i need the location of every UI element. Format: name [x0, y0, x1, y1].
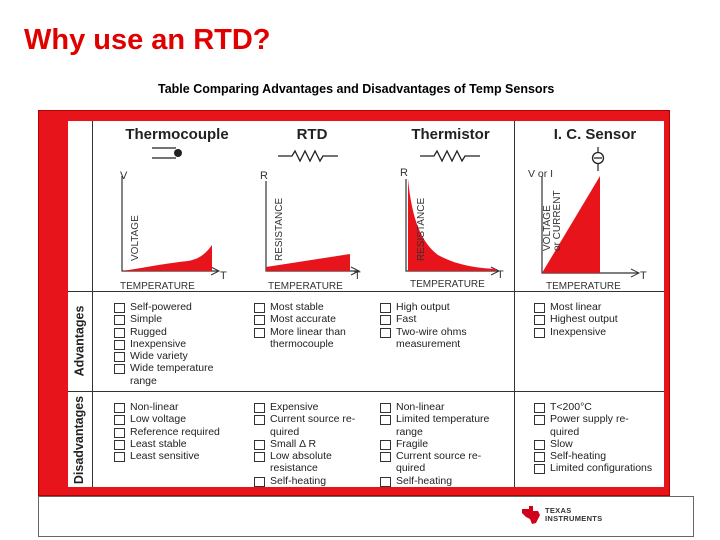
ic-sensor-disadvantages-list: T<200°C Power supply re-quired Slow Self-he…: [534, 401, 664, 475]
thermocouple-y-label: VOLTAGE: [130, 215, 141, 261]
ti-logo-icon: [522, 506, 540, 524]
rtd-y-axis-letter: R: [260, 170, 268, 182]
ic-sensor-y-label-1: VOLTAGE: [542, 205, 553, 251]
column-header-thermistor: Thermistor: [411, 126, 490, 143]
thermistor-disadvantages-list: Non-linear Limited temperature range Fragil…: [380, 401, 510, 488]
list-item: measurement: [396, 337, 461, 350]
thermocouple-graph: V T VOLTAGE TEMPERATURE: [120, 170, 227, 291]
list-item: thermocouple: [270, 337, 334, 350]
list-item: Current source re-: [380, 450, 510, 463]
ic-sensor-advantages-list: Most linear Highest output Inexpensive: [534, 301, 664, 338]
list-item: quired: [396, 462, 426, 475]
list-item: range: [396, 425, 423, 438]
list-item: Most accurate: [254, 313, 384, 326]
list-item: quired: [270, 425, 300, 438]
column-header-rtd: RTD: [296, 126, 328, 143]
ic-sensor-x-axis-letter: T: [640, 270, 647, 282]
comparison-table: Thermocouple RTD Thermistor I. C. Sensor…: [68, 121, 664, 488]
grid-line: [514, 121, 515, 487]
slide-title: Why use an RTD?: [24, 24, 271, 56]
footer-bar: [38, 496, 694, 537]
list-item: Reference required: [114, 426, 254, 438]
list-item: More linear than: [254, 326, 384, 338]
thermistor-advantages-list: High output Fast Two-wire ohms measurement: [380, 301, 510, 350]
rtd-y-label: RESISTANCE: [274, 198, 285, 261]
ic-sensor-y-label-2: or CURRENT: [552, 190, 563, 251]
ic-sensor-x-label: TEMPERATURE: [546, 281, 621, 291]
list-item: Inexpensive: [534, 326, 664, 338]
list-item: Rugged: [114, 326, 254, 338]
list-item: Highest output: [534, 313, 664, 326]
thermistor-graph: R T RESISTANCE TEMPERATURE: [400, 167, 504, 290]
list-item: Limited temperature: [380, 413, 510, 426]
response-curves: V T VOLTAGE TEMPERATURE R T RESISTANCE T…: [120, 167, 647, 291]
row-label-advantages: Advantages: [72, 305, 87, 377]
thermocouple-disadvantages-list: Non-linear Low voltage Reference required L…: [114, 401, 254, 463]
list-item: Non-linear: [380, 401, 510, 414]
grid-line: [92, 121, 93, 487]
list-item: Non-linear: [114, 401, 254, 414]
list-item: Self-powered: [114, 301, 254, 314]
list-item: T<200°C: [534, 401, 664, 414]
list-item: Most linear: [534, 301, 664, 314]
list-item: range: [130, 374, 157, 387]
list-item: Current source re-: [254, 413, 384, 426]
thermistor-x-axis-letter: T: [497, 269, 504, 281]
column-header-thermocouple: Thermocouple: [125, 126, 229, 143]
list-item: Two-wire ohms: [380, 326, 510, 338]
resistor-symbol-icon: [278, 149, 338, 163]
thermocouple-x-label: TEMPERATURE: [120, 281, 195, 291]
thermistor-x-label: TEMPERATURE: [410, 279, 485, 290]
ic-sensor-y-axis-letter: V or I: [528, 168, 553, 180]
list-item: quired: [550, 425, 580, 438]
texas-instruments-logo: TEXAS INSTRUMENTS: [520, 505, 602, 525]
logo-line-1: TEXAS: [545, 506, 572, 515]
list-item: Least sensitive: [114, 450, 254, 463]
table-caption: Table Comparing Advantages and Disadvant…: [158, 82, 555, 96]
list-item: Limited configurations: [534, 462, 664, 475]
grid-line: [68, 291, 664, 292]
list-item: Simple: [114, 313, 254, 326]
ic-sensor-graph: V or I T VOLTAGE or CURRENT TEMPERATURE: [528, 168, 647, 291]
list-item: Fast: [380, 313, 510, 326]
row-label-disadvantages: Disadvantages: [72, 395, 87, 485]
list-item: High output: [380, 301, 510, 314]
thermistor-symbol-icon: [420, 149, 480, 163]
column-header-ic-sensor: I. C. Sensor: [553, 126, 637, 143]
list-item: Power supply re-: [534, 413, 664, 426]
thermistor-y-axis-letter: R: [400, 167, 408, 179]
list-item: Small Δ R: [254, 438, 384, 451]
rtd-x-label: TEMPERATURE: [268, 281, 343, 291]
thermocouple-x-axis-letter: T: [220, 270, 227, 282]
list-item: Self-heating: [534, 450, 664, 463]
list-item: Fragile: [380, 438, 510, 451]
list-item: Self-heating: [254, 475, 384, 488]
list-item: Most stable: [254, 301, 384, 314]
logo-line-2: INSTRUMENTS: [545, 514, 603, 523]
list-item: Slow: [534, 438, 664, 451]
rtd-x-axis-letter: T: [354, 270, 361, 282]
list-item: Wide variety: [114, 350, 254, 363]
thermocouple-advantages-list: Self-powered Simple Rugged Inexpensive Wide …: [114, 301, 254, 387]
list-item: Wide temperature: [114, 362, 254, 375]
list-item: Inexpensive: [114, 338, 254, 351]
list-item: resistance: [270, 462, 318, 475]
rtd-disadvantages-list: Expensive Current source re-quired Small Δ…: [254, 401, 384, 488]
ic-sensor-symbol-icon: [591, 147, 605, 171]
thermocouple-symbol-icon: [152, 147, 182, 159]
list-item: Least stable: [114, 438, 254, 451]
grid-line: [68, 391, 664, 392]
rtd-advantages-list: Most stable Most accurate More linear than…: [254, 301, 384, 350]
rtd-graph: R T RESISTANCE TEMPERATURE: [260, 170, 361, 291]
list-item: Self-heating: [380, 475, 510, 488]
list-item: Low voltage: [114, 413, 254, 426]
thermistor-y-label: RESISTANCE: [416, 198, 427, 261]
thermocouple-y-axis-letter: V: [120, 170, 128, 182]
list-item: Expensive: [254, 401, 384, 414]
list-item: Low absolute: [254, 450, 384, 463]
